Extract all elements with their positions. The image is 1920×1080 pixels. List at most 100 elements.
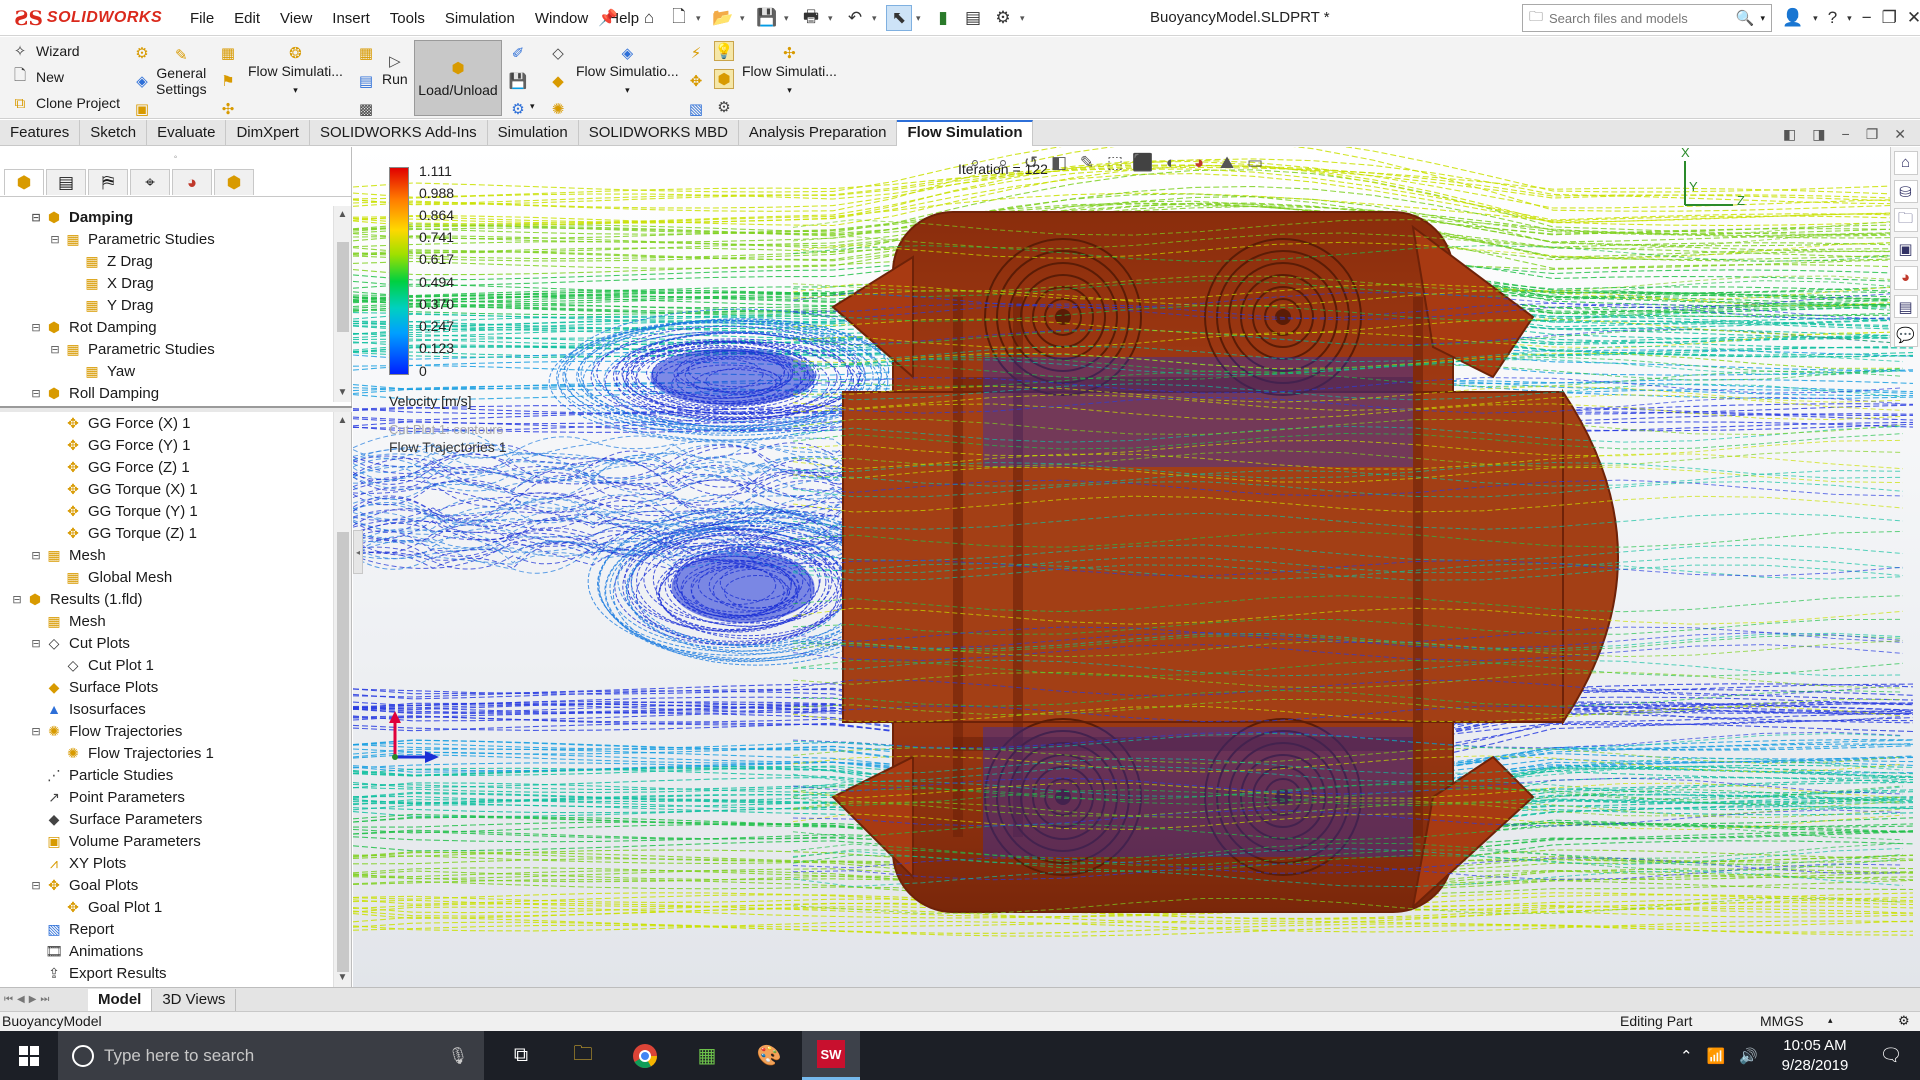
menu-file[interactable]: File	[190, 9, 215, 27]
menu-view[interactable]: View	[280, 9, 313, 27]
user-icon[interactable]: 👤	[1782, 8, 1804, 27]
tree-item[interactable]: ▦ Yaw	[0, 360, 334, 382]
flow-tree-tab-icon[interactable]: ⬢	[4, 169, 44, 195]
tree-item[interactable]: ⊟ ▦ Parametric Studies	[0, 338, 334, 360]
lower-scroll-thumb[interactable]	[337, 532, 349, 972]
cut-plot-create-icon[interactable]: ◇	[552, 45, 564, 62]
last-tab-icon[interactable]: ⏭	[40, 994, 50, 1005]
start-button[interactable]	[0, 1031, 58, 1080]
surface-plot-create-icon[interactable]: ◆	[552, 73, 564, 90]
menu-window[interactable]: Window	[534, 9, 589, 27]
tree-item[interactable]: ✥ GG Force (Y) 1	[0, 434, 334, 456]
tree-item[interactable]: ◆ Surface Parameters	[0, 808, 334, 830]
panel-collapse-grip[interactable]: ◦	[173, 152, 178, 163]
new-dropdown-icon[interactable]: ▾	[696, 12, 701, 23]
traffic-light-icon[interactable]: ▮	[938, 8, 948, 27]
minimize-icon[interactable]: −	[1861, 8, 1872, 27]
search-input[interactable]: Search files and models	[1549, 10, 1688, 26]
search-dropdown-icon[interactable]: ▾	[1760, 12, 1765, 23]
tree-item[interactable]: ▲ Isosurfaces	[0, 698, 334, 720]
tree-collapse-icon[interactable]: ⊟	[31, 549, 41, 562]
viewport-back-icon[interactable]: ◧	[1783, 126, 1797, 142]
solidworks-taskbar-icon[interactable]: SW	[802, 1031, 860, 1080]
feature-tree-tab-icon[interactable]: ▤	[46, 169, 86, 195]
open-dropdown-icon[interactable]: ▾	[740, 12, 745, 23]
undo-dropdown-icon[interactable]: ▾	[872, 12, 877, 23]
units-icon[interactable]: ◈	[136, 73, 148, 90]
chrome-taskbar-icon[interactable]	[616, 1031, 674, 1080]
undo-icon[interactable]: ↶	[847, 8, 863, 27]
microphone-icon[interactable]: 🎙	[447, 1047, 468, 1065]
home-icon[interactable]: ⌂	[643, 8, 655, 27]
select-cursor-icon[interactable]: ⬉	[886, 5, 912, 31]
edit-appearance-icon[interactable]: ◕	[1193, 153, 1205, 172]
display-manager-tab-icon[interactable]: ◕	[172, 169, 212, 195]
load-unload-button[interactable]: ⬢ Load/Unload	[414, 40, 502, 116]
volume-icon[interactable]: 🔊	[1739, 1047, 1758, 1065]
appearances-icon[interactable]: ◕	[1893, 266, 1918, 290]
tree-item[interactable]: ↗ Point Parameters	[0, 786, 334, 808]
taskbar-search-input[interactable]: Type here to search	[104, 1045, 255, 1065]
goals-icon[interactable]: ⚑	[221, 73, 235, 90]
solidworks-forum-icon[interactable]: 💬	[1893, 323, 1918, 348]
results-options-icon[interactable]: ⚙	[511, 101, 525, 118]
tab-3d-views[interactable]: 3D Views	[152, 988, 237, 1011]
flow-simulation-dropdown-3[interactable]: ✣ Flow Simulati... ▾	[742, 45, 837, 95]
pane-splitter[interactable]	[0, 406, 352, 412]
status-units[interactable]: MMGS	[1760, 1013, 1804, 1029]
tree-item[interactable]: ⊟ ⬢ Damping	[0, 206, 334, 228]
viewport-forward-icon[interactable]: ◨	[1812, 126, 1826, 142]
run-button[interactable]: ▷ Run	[382, 53, 408, 87]
prev-tab-icon[interactable]: ◀	[17, 994, 25, 1005]
tree-item[interactable]: 🎞 Animations	[0, 940, 334, 962]
tree-item[interactable]: ✥ GG Force (X) 1	[0, 412, 334, 434]
rebuild-status-icon[interactable]: ⚙	[1898, 1013, 1910, 1028]
panel-flyout-grip[interactable]: ◂	[353, 530, 363, 574]
tab-simulation[interactable]: Simulation	[488, 120, 579, 146]
view-orientation-icon[interactable]: ⬚	[1106, 153, 1124, 172]
local-mesh-icon[interactable]: ▤	[358, 73, 374, 90]
tree-collapse-icon[interactable]: ⊟	[31, 725, 41, 738]
tray-overflow-icon[interactable]: ⌃	[1680, 1047, 1693, 1065]
section-view-icon[interactable]: ◧	[1050, 153, 1068, 172]
tab-evaluate[interactable]: Evaluate	[147, 120, 227, 146]
search-box[interactable]: 🗀 Search files and models 🔍 ▾	[1522, 4, 1772, 32]
pin-menu-icon[interactable]: 📌	[598, 10, 618, 27]
zoom-to-fit-icon[interactable]: ⌕	[970, 153, 980, 172]
paint-taskbar-icon[interactable]: 🎨	[756, 1045, 782, 1067]
goal-plot-tool-icon[interactable]: ▧	[688, 101, 704, 118]
tree-item[interactable]: ▦ X Drag	[0, 272, 334, 294]
user-dropdown-icon[interactable]: ▾	[1813, 12, 1818, 23]
configuration-tab-icon[interactable]: ⌖	[130, 169, 170, 195]
select-dropdown-icon[interactable]: ▾	[916, 12, 921, 23]
hide-show-icon[interactable]: ◐	[1165, 153, 1177, 172]
tree-collapse-icon[interactable]: ⊟	[12, 593, 22, 606]
tab-solidworks-mbd[interactable]: SOLIDWORKS MBD	[579, 120, 739, 146]
save-results-icon[interactable]: 💾	[508, 73, 528, 90]
tree-item[interactable]: ⊟ ✥ Goal Plots	[0, 874, 334, 896]
tree-item[interactable]: ◇ Cut Plot 1	[0, 654, 334, 676]
upper-scrollbar[interactable]: ▲ ▼	[333, 206, 351, 402]
viewport-restore-icon[interactable]: ❐	[1865, 126, 1879, 142]
viewport-minimize-icon[interactable]: −	[1841, 126, 1850, 142]
print-icon[interactable]: 🖶	[802, 6, 820, 26]
wifi-icon[interactable]: 📶	[1706, 1047, 1726, 1065]
zoom-area-icon[interactable]: ⌕	[998, 153, 1008, 172]
tree-item[interactable]: ✺ Flow Trajectories 1	[0, 742, 334, 764]
flow-simulation-dropdown-1[interactable]: ❂ Flow Simulati... ▾	[248, 45, 343, 95]
tree-item[interactable]: ⊟ ▦ Parametric Studies	[0, 228, 334, 250]
tree-item[interactable]: ⇪ Export Results	[0, 962, 334, 984]
flow-trajectory-render[interactable]	[353, 147, 1920, 987]
tab-flow-simulation[interactable]: Flow Simulation	[897, 120, 1034, 146]
flow-trajectories-tool-icon[interactable]: 💡	[714, 41, 734, 61]
tree-item[interactable]: ✥ GG Torque (X) 1	[0, 478, 334, 500]
help-dropdown-icon[interactable]: ▾	[1847, 12, 1852, 23]
options-dropdown-icon[interactable]: ▾	[1020, 12, 1025, 23]
tree-collapse-icon[interactable]: ⊟	[31, 387, 41, 400]
xy-plot-tool-icon[interactable]: ⚡	[690, 45, 702, 62]
lower-scroll-up-icon[interactable]: ▲	[337, 415, 348, 426]
tree-item[interactable]: ▦ Mesh	[0, 610, 334, 632]
taskbar-search[interactable]: Type here to search 🎙	[58, 1031, 484, 1080]
view-settings-icon[interactable]: ▭	[1246, 153, 1264, 172]
scroll-up-icon[interactable]: ▲	[337, 209, 348, 220]
